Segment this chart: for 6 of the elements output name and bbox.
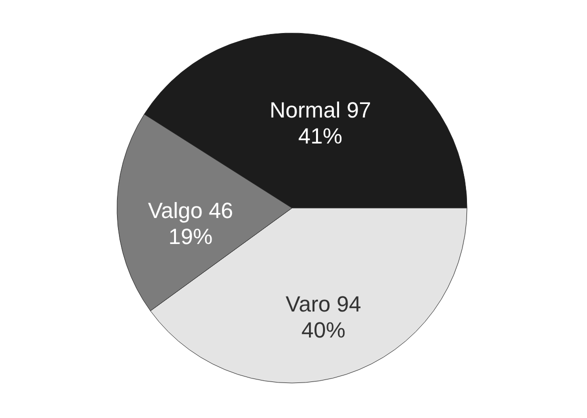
data-label: 19% — [168, 224, 213, 250]
slice-label: Varo 94 — [286, 292, 362, 317]
slice-label: Valgo 46 — [148, 198, 234, 224]
data-label: 40% — [301, 318, 346, 343]
data-label: 41% — [298, 124, 342, 149]
slice-label: Normal 97 — [270, 98, 372, 123]
